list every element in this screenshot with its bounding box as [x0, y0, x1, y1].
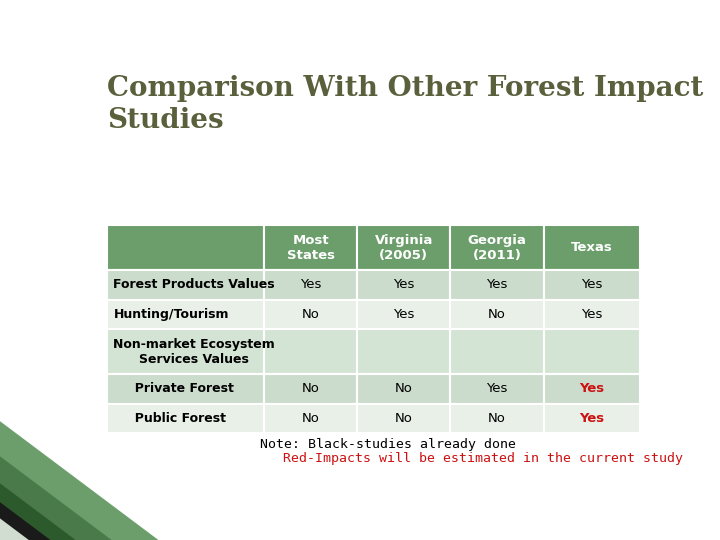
Bar	[264, 403, 357, 433]
Text: Public Forest: Public Forest	[126, 411, 226, 424]
Text: No: No	[302, 382, 320, 395]
Bar	[264, 270, 357, 300]
Text: Hunting/Tourism: Hunting/Tourism	[114, 308, 229, 321]
Bar	[544, 374, 639, 403]
Text: No: No	[395, 411, 413, 424]
Text: Texas: Texas	[571, 241, 613, 254]
Bar	[264, 329, 357, 374]
Bar	[357, 403, 451, 433]
Text: Most
States: Most States	[287, 234, 335, 261]
Bar	[544, 403, 639, 433]
Text: Yes: Yes	[581, 308, 603, 321]
Text: Red-Impacts will be estimated in the current study: Red-Impacts will be estimated in the cur…	[282, 453, 683, 465]
Text: No: No	[302, 411, 320, 424]
Text: No: No	[488, 411, 506, 424]
Text: Yes: Yes	[581, 279, 603, 292]
Bar	[264, 374, 357, 403]
Bar	[451, 329, 544, 374]
Bar	[544, 329, 639, 374]
Text: Yes: Yes	[579, 382, 604, 395]
Bar	[451, 225, 544, 270]
Text: Comparison With Other Forest Impact
Studies: Comparison With Other Forest Impact Stud…	[107, 75, 703, 134]
Text: No: No	[302, 308, 320, 321]
Text: Forest Products Values: Forest Products Values	[114, 279, 275, 292]
Text: Virginia
(2005): Virginia (2005)	[374, 234, 433, 261]
Text: Note: Black-studies already done: Note: Black-studies already done	[260, 437, 516, 450]
Text: Private Forest: Private Forest	[126, 382, 234, 395]
Text: Yes: Yes	[393, 308, 415, 321]
Bar	[107, 270, 264, 300]
Bar	[107, 403, 264, 433]
Text: No: No	[395, 382, 413, 395]
Bar	[544, 225, 639, 270]
Bar	[357, 225, 451, 270]
Bar	[544, 270, 639, 300]
Bar	[264, 225, 357, 270]
Bar	[107, 300, 264, 329]
Text: Yes: Yes	[579, 411, 604, 424]
Text: Georgia
(2011): Georgia (2011)	[468, 234, 526, 261]
Text: Yes: Yes	[300, 279, 321, 292]
Bar	[357, 374, 451, 403]
Bar	[451, 374, 544, 403]
Text: No: No	[488, 308, 506, 321]
Bar	[451, 270, 544, 300]
Text: Non-market Ecosystem
Services Values: Non-market Ecosystem Services Values	[114, 338, 275, 366]
Bar	[107, 374, 264, 403]
Bar	[357, 300, 451, 329]
Bar	[264, 300, 357, 329]
Bar	[107, 225, 264, 270]
Bar	[357, 329, 451, 374]
Text: Yes: Yes	[393, 279, 415, 292]
Bar	[451, 300, 544, 329]
Text: Yes: Yes	[487, 279, 508, 292]
Bar	[107, 329, 264, 374]
Text: Yes: Yes	[487, 382, 508, 395]
Bar	[357, 270, 451, 300]
Bar	[544, 300, 639, 329]
Bar	[451, 403, 544, 433]
